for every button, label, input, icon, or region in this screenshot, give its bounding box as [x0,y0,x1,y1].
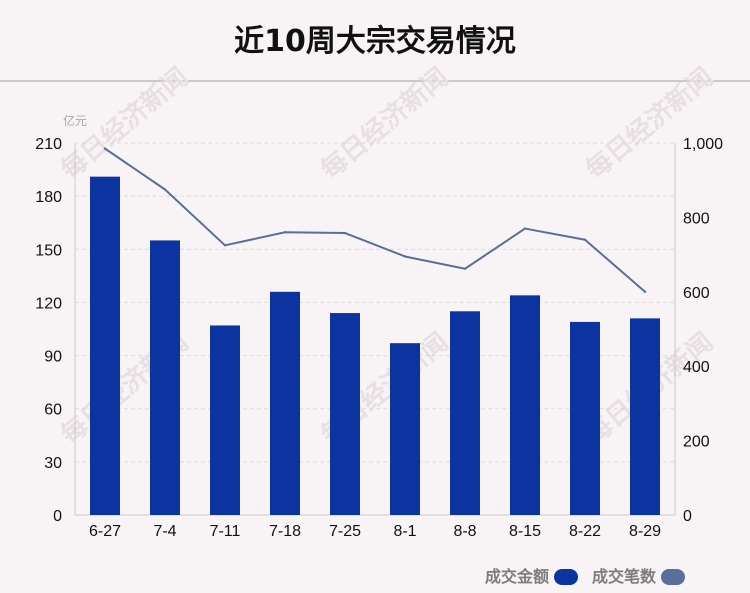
y-right-tick-label-0: 0 [683,508,692,525]
bar-7-4 [150,240,180,515]
bar-8-29 [630,318,660,515]
legend-swatch-count [661,569,686,585]
bar-7-11 [210,325,240,515]
y-left-tick-label-0: 0 [53,508,62,525]
bar-8-8 [450,311,480,515]
watermark-2: 每日经济新闻 [580,61,719,185]
x-tick-label-3: 7-18 [269,523,301,540]
x-tick-label-7: 8-15 [509,523,541,540]
x-tick-label-5: 8-1 [393,523,416,540]
y-left-tick-label-2: 60 [44,402,62,419]
y-axis-left-unit: 亿元 [63,113,87,128]
line-point-7-25 [343,231,347,235]
line-point-7-11 [223,244,227,247]
y-left-tick-label-7: 210 [35,136,62,153]
x-tick-label-4: 7-25 [329,523,361,540]
y-left-tick-label-3: 90 [44,349,62,366]
x-tick-label-9: 8-29 [629,523,661,540]
x-tick-label-6: 8-8 [453,523,476,540]
line-point-7-4 [163,188,167,191]
line-point-7-18 [283,231,287,234]
y-right-tick-label-5: 1,000 [683,136,723,153]
legend-label-amount: 成交金额 [485,567,550,586]
legend-item-amount: 成交金额 [485,563,579,586]
y-left-tick-label-6: 180 [35,189,62,206]
title-divider [0,80,750,82]
line-series-count [104,147,646,293]
line-point-6-27 [103,147,107,150]
y-right-tick-label-4: 800 [683,210,710,227]
y-right-tick-label-3: 600 [683,285,710,302]
x-tick-label-2: 7-11 [210,523,241,540]
chart-title: 近10周大宗交易情况 [234,24,516,59]
y-left-tick-label-1: 30 [44,455,62,472]
bar-6-27 [90,176,120,515]
legend-swatch-amount [554,569,579,585]
x-tick-label-1: 7-4 [153,523,176,540]
y-right-tick-label-2: 400 [683,359,710,376]
y-left-tick-label-5: 150 [35,242,62,259]
line-point-8-1 [403,255,407,258]
legend-item-count: 成交笔数 [592,563,686,586]
line-point-8-22 [583,238,587,241]
bar-8-22 [570,321,600,515]
x-tick-label-0: 6-27 [89,523,121,540]
legend-label-count: 成交笔数 [592,567,657,586]
line-point-8-29 [643,290,647,293]
line-point-8-15 [523,227,527,230]
bar-7-18 [270,291,300,515]
y-right-tick-label-1: 200 [683,434,710,451]
y-left-tick-label-4: 120 [35,295,62,312]
watermark-1: 每日经济新闻 [315,61,454,185]
bar-8-15 [510,295,540,515]
line-point-8-8 [463,267,467,270]
bar-8-1 [390,343,420,515]
bar-7-25 [330,313,360,515]
x-tick-label-8: 8-22 [569,523,601,540]
